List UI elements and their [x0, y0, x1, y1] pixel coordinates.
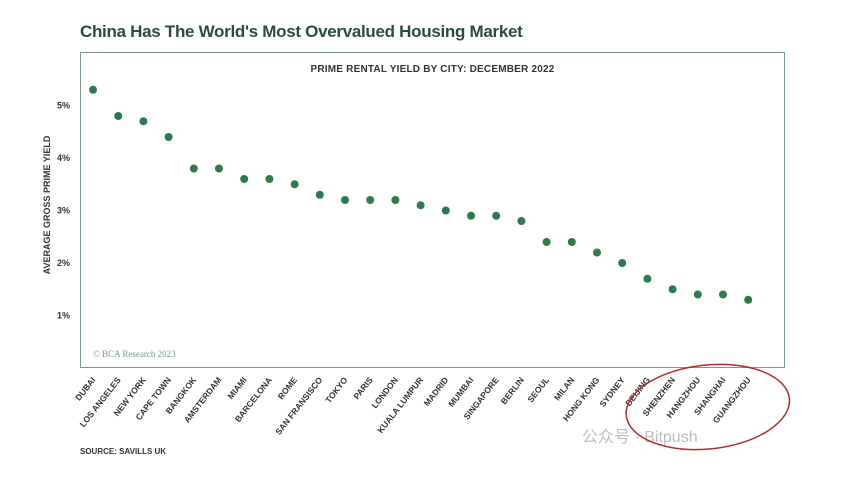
data-point-shanghai — [719, 290, 727, 299]
data-point-new-york — [139, 117, 148, 126]
plot-frame — [80, 52, 785, 368]
data-point-beijing — [643, 274, 652, 283]
x-tick-label: KUALA LUMPUR — [375, 375, 425, 435]
x-tick-label: DUBAI — [73, 375, 97, 402]
data-point-london — [391, 196, 400, 204]
data-point-kuala-lumpur — [416, 201, 425, 210]
x-tick-label: TOKYO — [323, 375, 350, 405]
data-point-miami — [240, 175, 249, 183]
y-tick-label: 5% — [57, 101, 70, 111]
x-tick-label: MILAN — [552, 375, 576, 402]
data-point-tokyo — [341, 196, 349, 204]
data-point-mumbai — [467, 211, 475, 220]
y-tick-label: 1% — [57, 311, 70, 321]
copyright-note: © BCA Research 2023 — [93, 349, 176, 359]
data-point-los-angeles — [114, 112, 123, 120]
data-point-san-fransisco — [315, 190, 324, 199]
data-point-barcelona — [265, 175, 274, 183]
data-point-hangzhou — [693, 290, 702, 299]
x-tick-label: MIAMI — [225, 375, 248, 401]
data-point-sydney — [618, 259, 627, 267]
y-tick-label: 4% — [57, 153, 70, 163]
data-point-bangkok — [189, 164, 198, 173]
source-note: SOURCE: SAVILLS UK — [80, 447, 167, 456]
chart-title: China Has The World's Most Overvalued Ho… — [80, 22, 523, 41]
x-tick-label: PARIS — [351, 375, 375, 401]
x-tick-label: BERLIN — [499, 375, 526, 406]
data-point-rome — [290, 180, 299, 189]
y-tick-label: 3% — [57, 206, 70, 216]
chart-subtitle: PRIME RENTAL YIELD BY CITY: DECEMBER 202… — [310, 64, 555, 75]
data-point-cape-town — [164, 133, 173, 141]
data-point-berlin — [517, 217, 526, 225]
data-point-seoul — [542, 238, 551, 246]
x-tick-label: SYDNEY — [597, 375, 627, 409]
data-point-shenzhen — [668, 285, 677, 294]
x-tick-label: ROME — [276, 375, 300, 402]
data-point-guangzhou — [744, 295, 753, 304]
data-point-amsterdam — [215, 164, 223, 173]
x-tick-label: SAN FRANSISCO — [273, 375, 324, 437]
data-point-hong-kong — [593, 248, 601, 257]
watermark: 公众号 · Bitpush — [582, 429, 698, 446]
y-tick-label: 2% — [57, 258, 70, 268]
highlight-ellipse — [625, 363, 791, 451]
data-point-milan — [567, 238, 576, 246]
data-point-madrid — [441, 206, 450, 215]
data-point-singapore — [492, 211, 501, 220]
data-point-dubai — [89, 85, 97, 94]
x-tick-label: SEOUL — [525, 375, 551, 404]
data-point-paris — [366, 196, 375, 204]
